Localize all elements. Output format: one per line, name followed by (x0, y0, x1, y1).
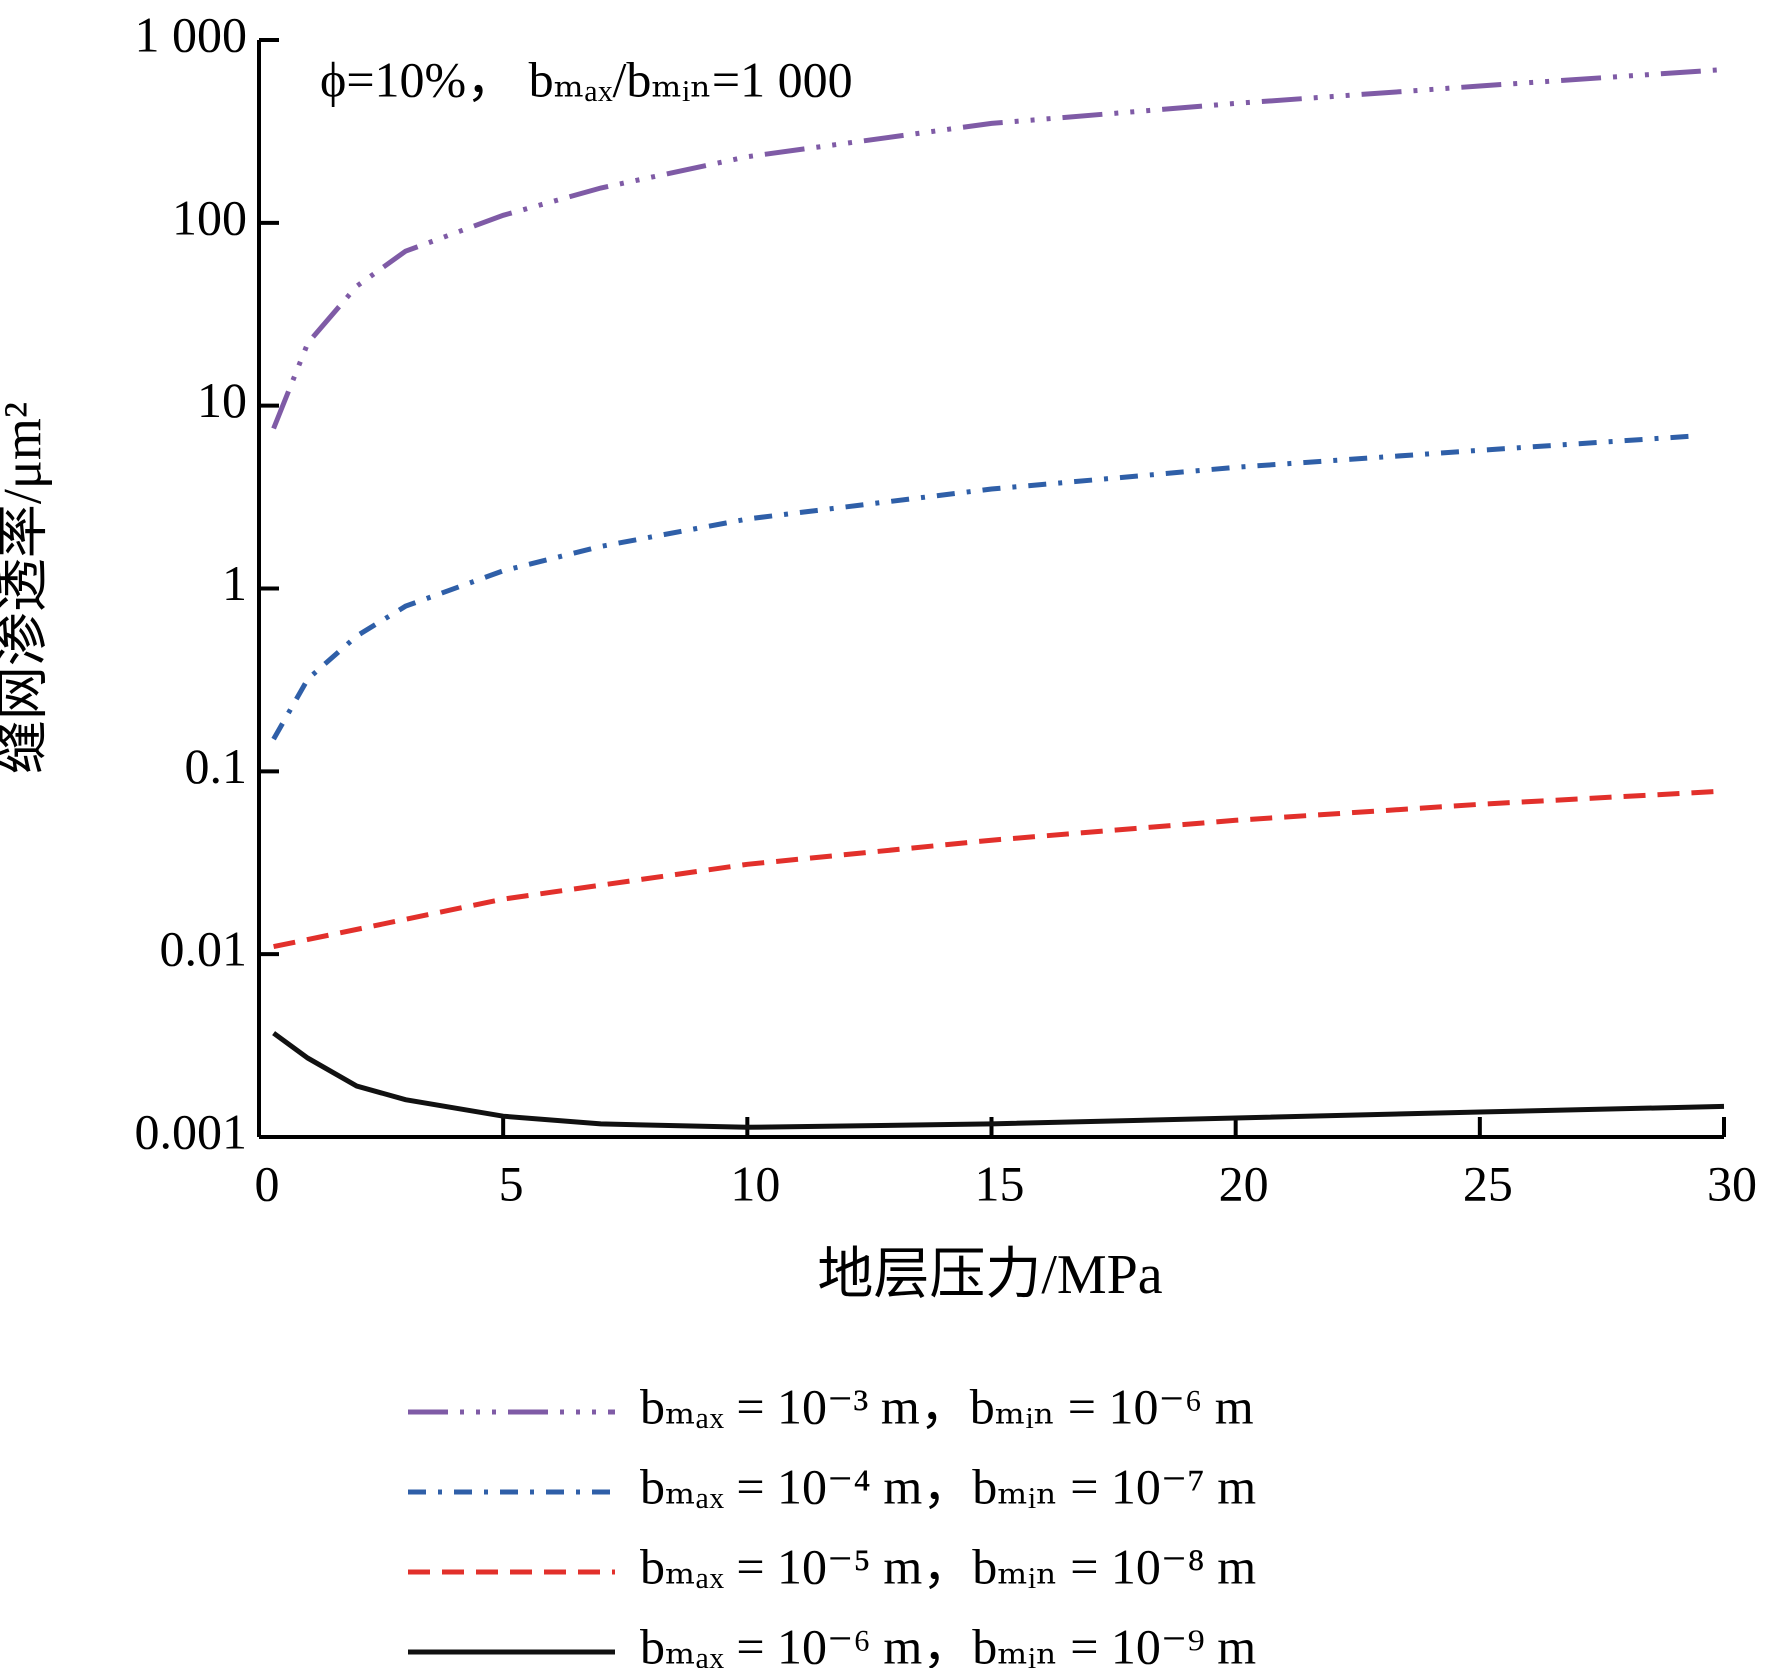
x-tick-label: 20 (1219, 1155, 1269, 1211)
x-tick-label: 25 (1463, 1155, 1513, 1211)
series-line (271, 67, 1725, 430)
legend-label: bₘₐₓ = 10⁻⁵ m，bₘᵢₙ = 10⁻⁸ m (640, 1538, 1256, 1594)
series-line (272, 1031, 1725, 1130)
x-tick-label: 15 (975, 1155, 1025, 1211)
x-tick-label: 0 (255, 1155, 280, 1211)
y-tick-label: 0.001 (135, 1103, 248, 1159)
legend-label: bₘₐₓ = 10⁻³ m，bₘᵢₙ = 10⁻⁶ m (640, 1378, 1254, 1434)
y-tick-label: 1 (222, 555, 247, 611)
annotation: ϕ=10%， bₘₐₓ/bₘᵢₙ=1 000 (320, 51, 853, 107)
y-tick-label: 0.1 (185, 738, 248, 794)
series-line (271, 433, 1690, 741)
y-axis-label: 缝网渗透率/μm² (0, 402, 52, 774)
x-axis-label: 地层压力/MPa (817, 1244, 1162, 1306)
series-line (273, 788, 1725, 950)
x-tick-label: 10 (730, 1155, 780, 1211)
y-tick-label: 1 000 (135, 6, 248, 62)
x-tick-label: 5 (499, 1155, 524, 1211)
y-tick-label: 100 (172, 189, 247, 245)
x-tick-label: 30 (1707, 1155, 1757, 1211)
legend-label: bₘₐₓ = 10⁻⁶ m，bₘᵢₙ = 10⁻⁹ m (640, 1618, 1256, 1668)
y-tick-label: 10 (197, 372, 247, 428)
legend-label: bₘₐₓ = 10⁻⁴ m，bₘᵢₙ = 10⁻⁷ m (640, 1458, 1256, 1514)
y-tick-label: 0.01 (160, 921, 248, 977)
